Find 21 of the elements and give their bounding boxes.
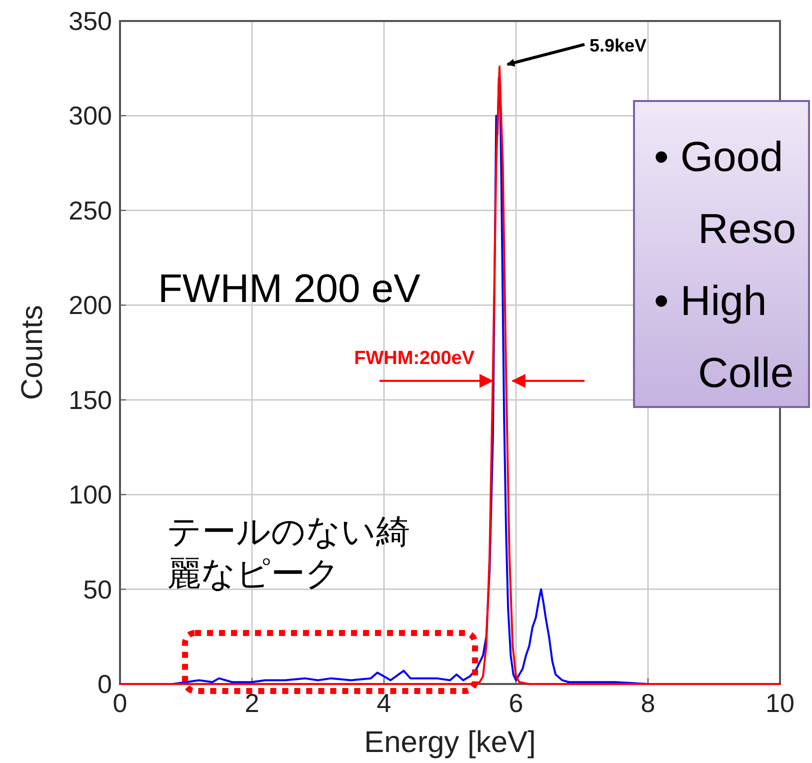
x-tick-label: 2 — [244, 688, 260, 718]
y-tick-label: 0 — [98, 669, 112, 699]
x-tick-label: 10 — [766, 688, 794, 718]
x-tick-label: 4 — [376, 688, 392, 718]
annotation: 5.9keV — [590, 35, 647, 56]
y-tick-label: 50 — [83, 574, 112, 604]
y-tick-label: 250 — [68, 195, 112, 226]
annotation: • Good Reso • High Colle — [654, 133, 796, 396]
y-tick-label: 150 — [68, 384, 112, 415]
annotation: 麗なピーク — [167, 555, 340, 593]
x-tick-label: 8 — [640, 688, 656, 718]
annotation: FWHM 200 eV — [158, 267, 421, 311]
y-tick-label: 200 — [68, 290, 112, 320]
x-axis-title: Energy [keV] — [364, 726, 536, 759]
annotation: テールのない綺 — [167, 513, 410, 551]
annotation: FWHM:200eV — [354, 348, 475, 369]
y-tick-label: 100 — [68, 480, 112, 510]
x-tick-label: 6 — [508, 688, 524, 718]
y-tick-label: 300 — [68, 100, 112, 131]
y-axis-title: Counts — [16, 304, 49, 400]
y-tick-label: 350 — [68, 6, 112, 36]
